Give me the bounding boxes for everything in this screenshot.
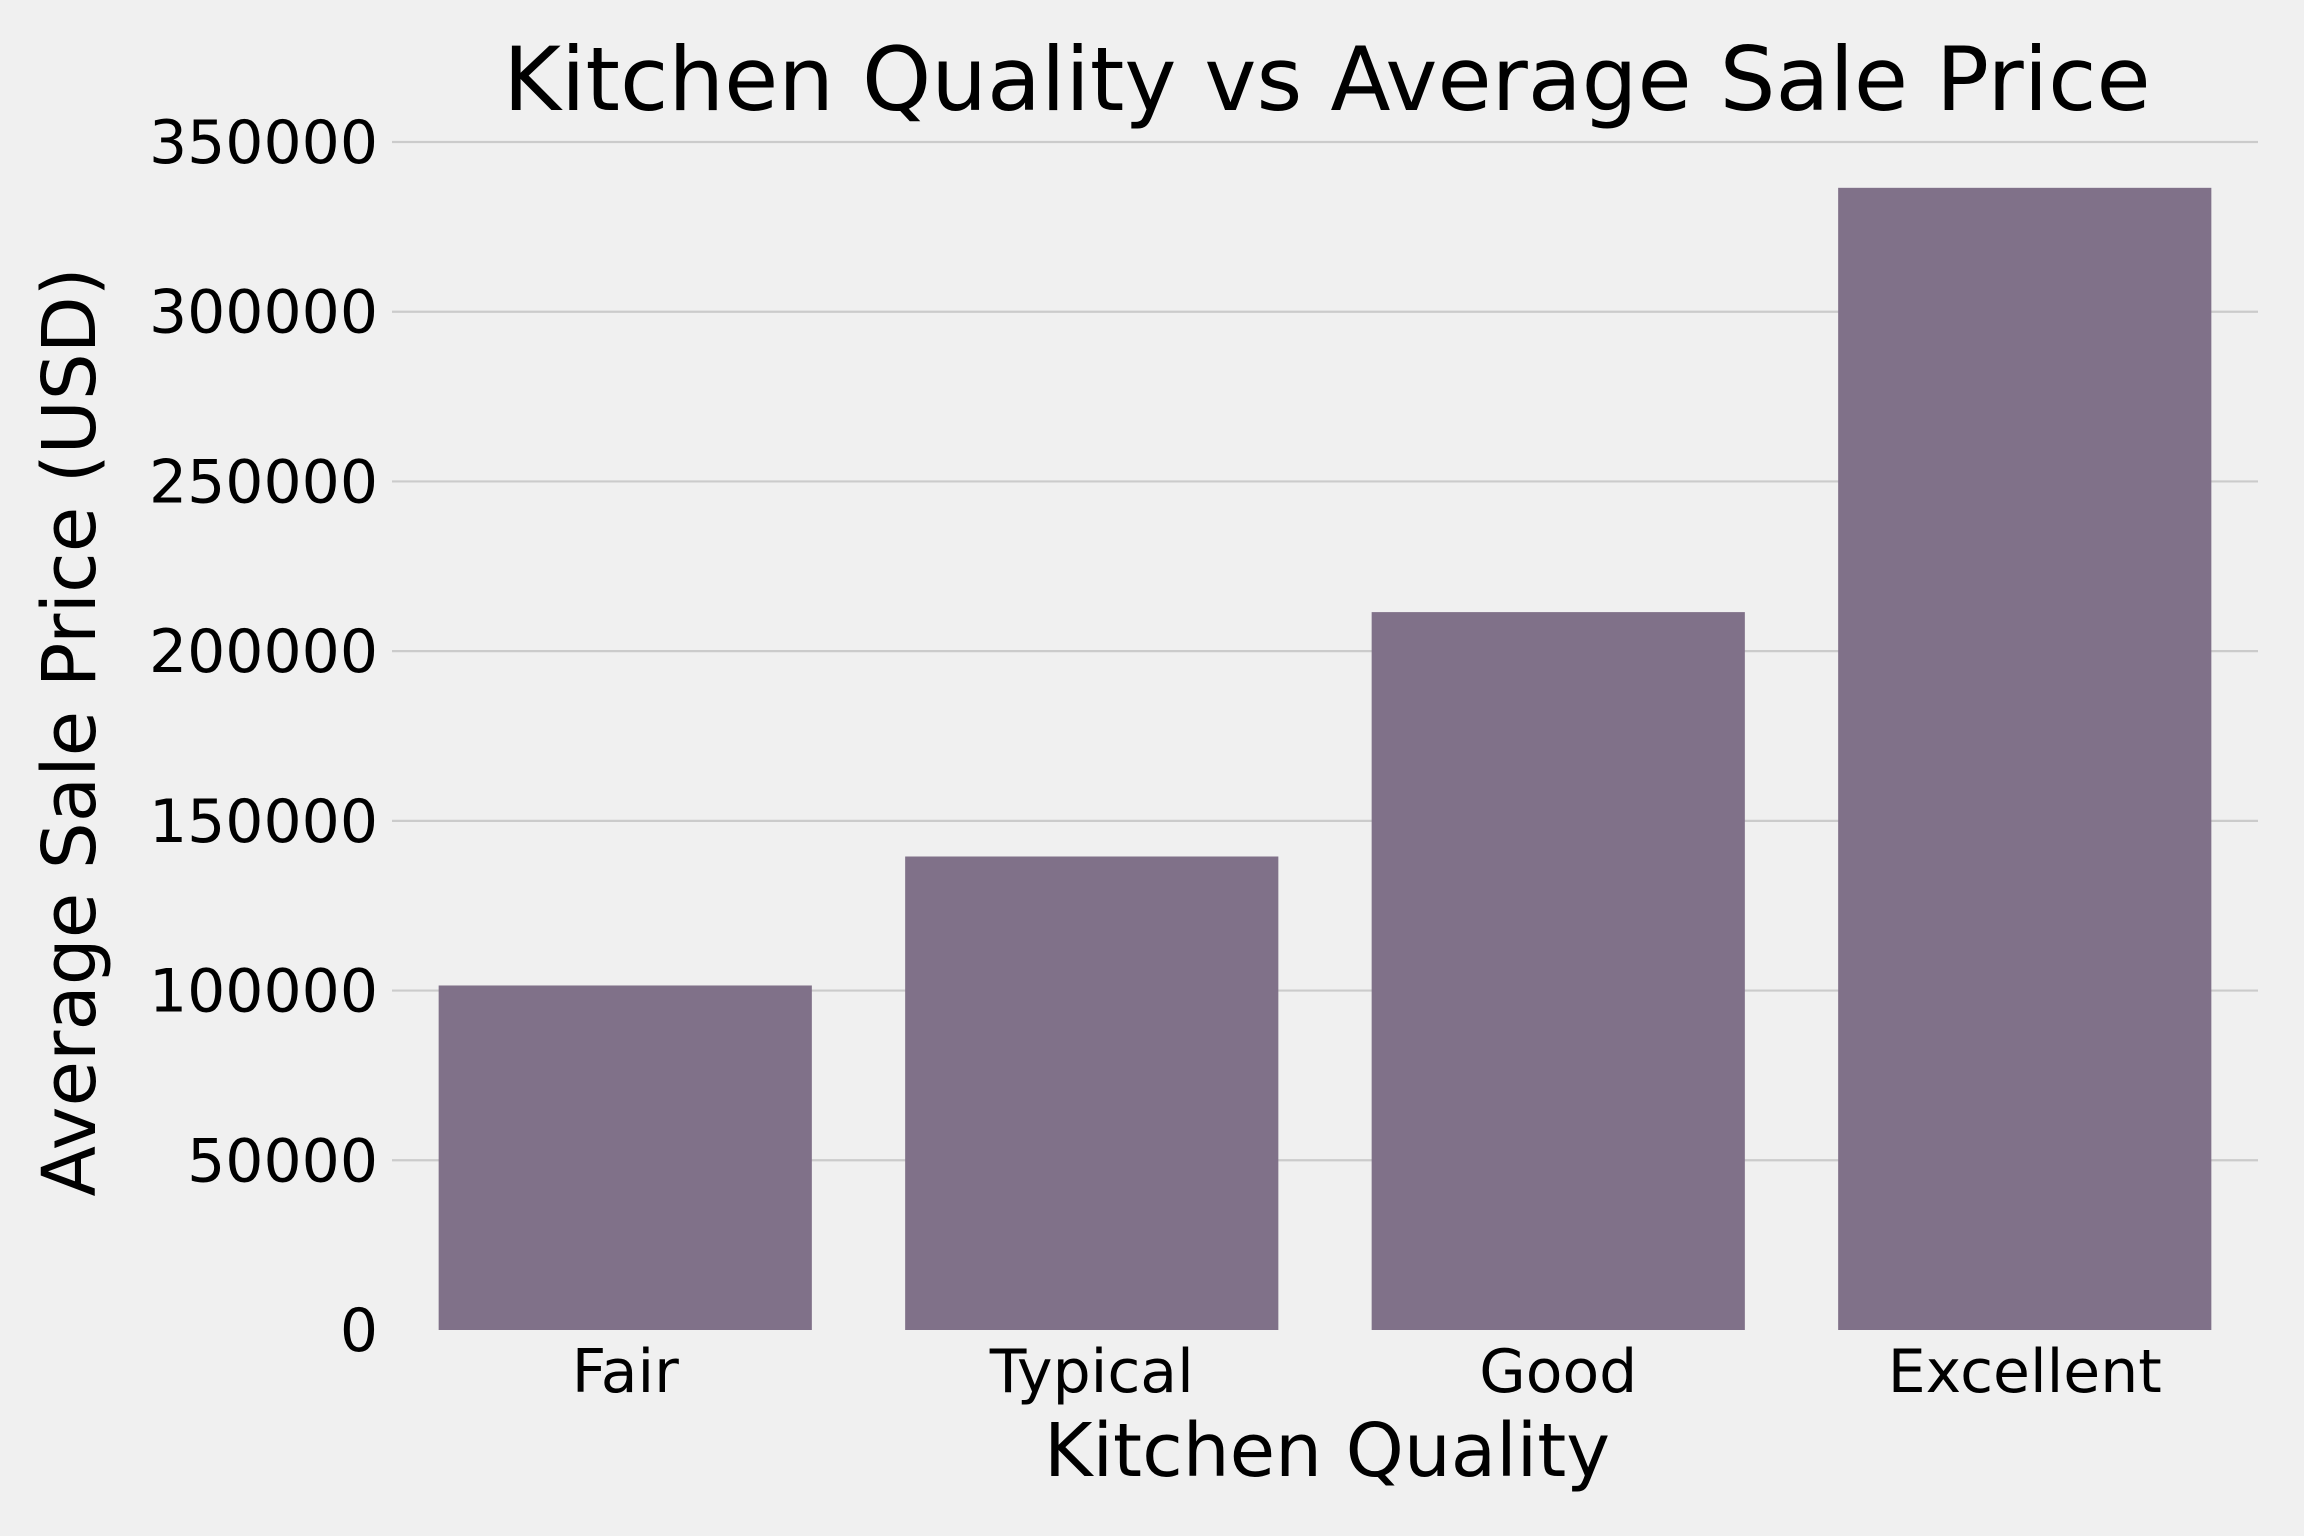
y-tick-labels: 0 50000 100000 150000 200000 250000 300000 3500… <box>149 108 378 1366</box>
x-tick-labels: Fair Typical Good Excellent <box>572 1337 2162 1407</box>
y-tick-label: 100000 <box>149 957 378 1027</box>
x-tick-label-excellent: Excellent <box>1888 1337 2162 1407</box>
y-axis-label: Average Sale Price (USD) <box>27 267 113 1196</box>
bar-good <box>1371 612 1745 1330</box>
y-tick-label: 150000 <box>149 787 378 857</box>
bar-typical <box>905 856 1279 1330</box>
bar-excellent <box>1838 187 2212 1330</box>
y-tick-label: 0 <box>340 1296 378 1366</box>
y-tick-label: 350000 <box>149 108 378 178</box>
bar-fair <box>438 985 812 1330</box>
y-tick-label: 300000 <box>149 278 378 348</box>
y-tick-label: 200000 <box>149 617 378 687</box>
x-tick-label-typical: Typical <box>989 1337 1194 1407</box>
chart-title: Kitchen Quality vs Average Sale Price <box>503 28 2150 131</box>
x-axis-label: Kitchen Quality <box>1044 1408 1610 1494</box>
bars <box>438 187 2212 1330</box>
x-tick-label-fair: Fair <box>572 1337 679 1407</box>
x-tick-label-good: Good <box>1479 1337 1637 1407</box>
y-tick-label: 50000 <box>187 1126 378 1196</box>
y-tick-label: 250000 <box>149 447 378 517</box>
